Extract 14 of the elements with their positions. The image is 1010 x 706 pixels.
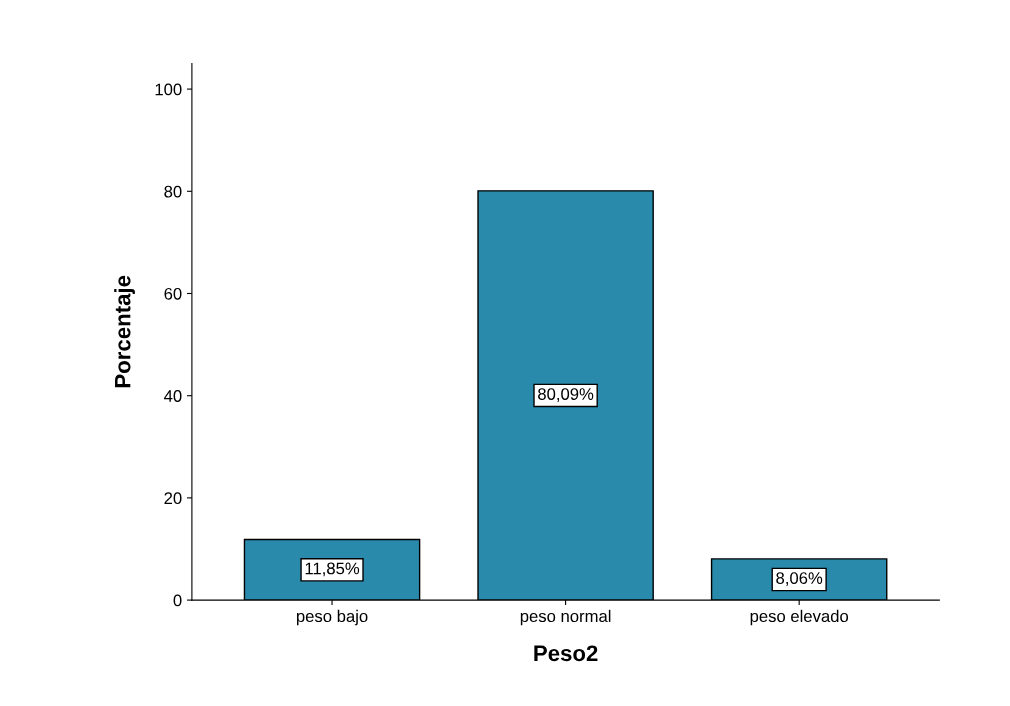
y-tick-label: 0 xyxy=(173,594,182,607)
x-tick-label: peso elevado xyxy=(750,609,849,626)
y-tick-label: 60 xyxy=(164,287,182,300)
x-tick-label: peso bajo xyxy=(296,609,368,626)
y-tick-label: 40 xyxy=(164,390,182,402)
data-label: 80,09% xyxy=(538,388,594,402)
x-axis-title: Peso2 xyxy=(534,645,598,662)
y-tick-label: 20 xyxy=(164,492,182,505)
y-tick-label: 80 xyxy=(164,185,182,198)
y-axis-title: Porcentaje xyxy=(114,275,135,388)
data-label: 11,85% xyxy=(305,562,360,577)
x-tick-label: peso normal xyxy=(520,609,611,626)
y-tick-label: 100 xyxy=(155,83,182,96)
data-label: 8,06% xyxy=(776,572,823,586)
